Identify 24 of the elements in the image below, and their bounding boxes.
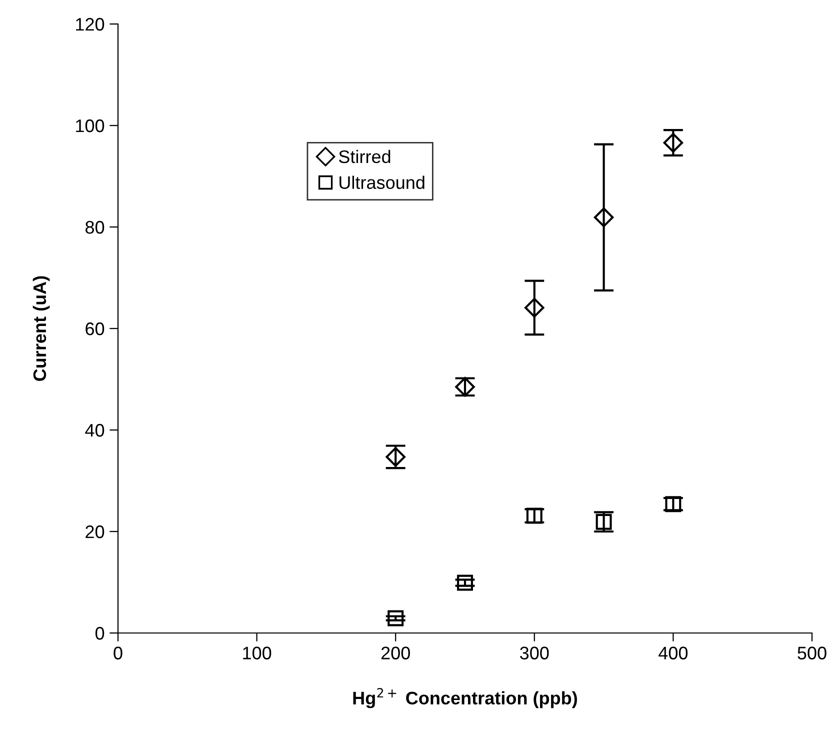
point <box>594 207 614 228</box>
y-tick-label: 0 <box>95 626 104 640</box>
x-tick-label: 300 <box>520 646 549 660</box>
x-tick-label: 0 <box>114 646 122 660</box>
point <box>524 298 544 318</box>
y-tick-label: 80 <box>86 220 104 234</box>
point <box>665 496 682 512</box>
x-tick-label: 500 <box>798 646 826 660</box>
point <box>388 610 404 626</box>
point <box>457 574 473 591</box>
x-tick-label: 100 <box>243 646 272 660</box>
y-tick-label: 120 <box>76 18 104 31</box>
y-tick-label: 20 <box>86 525 104 538</box>
legend-label: Ultrasound <box>340 176 424 189</box>
legend-label: Stirred <box>338 150 390 164</box>
x-tick-label: 200 <box>381 646 410 660</box>
y-axis-title: Current (uA) <box>32 276 50 381</box>
y-tick-label: 100 <box>76 119 104 132</box>
x-tick-label: 400 <box>658 646 688 660</box>
y-tick-label: 60 <box>86 322 104 336</box>
y-tick-label: 40 <box>85 424 104 437</box>
x-axis-title: Hg$^{2+}$ Concentration (ppb) <box>353 688 577 708</box>
point <box>526 508 542 524</box>
point <box>663 132 684 153</box>
